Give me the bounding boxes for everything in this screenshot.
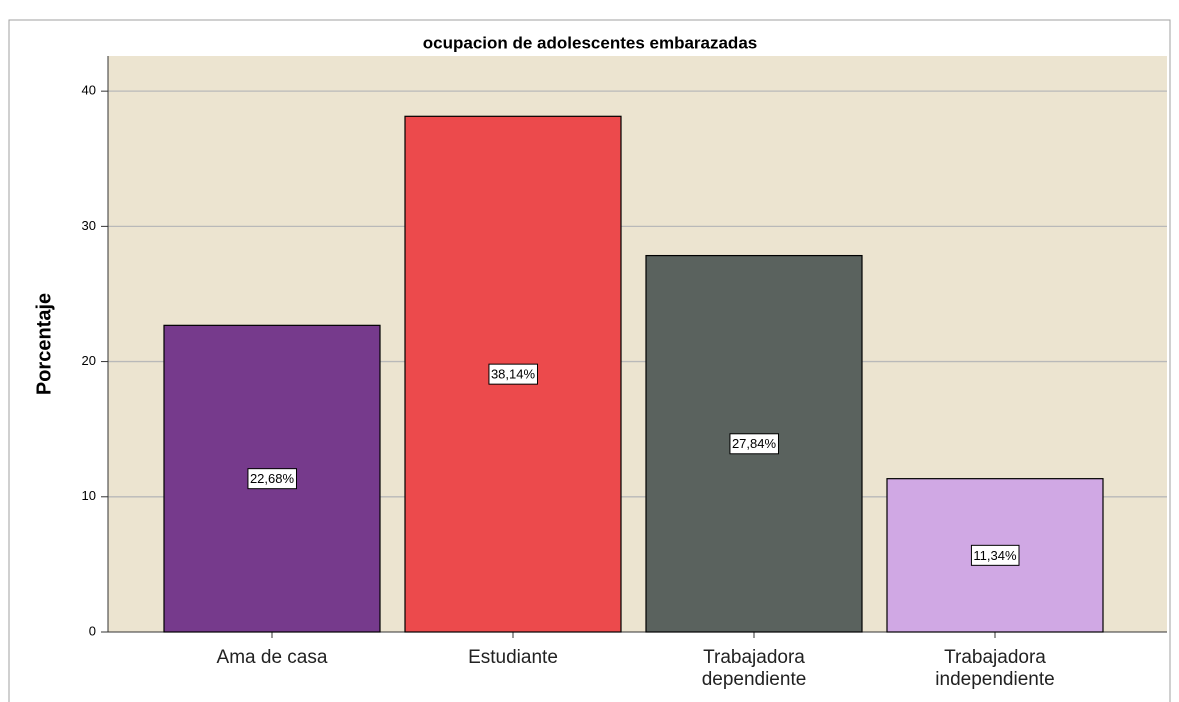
value-label: 22,68% — [250, 471, 295, 486]
x-tick-label: Trabajadora dependiente — [701, 647, 807, 690]
value-label: 27,84% — [732, 436, 777, 451]
x-tick-label: Estudiante — [468, 647, 558, 668]
value-label-box — [729, 433, 779, 455]
y-tick-label: 40 — [82, 83, 96, 98]
value-label-box — [247, 468, 297, 490]
value-label: 11,34% — [973, 548, 1017, 563]
value-label-box — [488, 363, 538, 385]
y-tick-label: 0 — [89, 623, 96, 638]
y-axis-label: Porcentaje — [33, 293, 55, 395]
y-tick-label: 10 — [82, 488, 96, 503]
value-label: 38,14% — [491, 367, 536, 382]
y-tick-label: 30 — [82, 218, 96, 233]
chart-title: ocupacion de adolescentes embarazadas — [423, 33, 757, 52]
x-tick-label: Trabajadora independiente — [935, 647, 1055, 690]
x-tick-label: Ama de casa — [216, 647, 328, 668]
value-label-box — [970, 544, 1020, 566]
frame-border — [8, 19, 1171, 702]
y-tick-label: 20 — [82, 353, 96, 368]
